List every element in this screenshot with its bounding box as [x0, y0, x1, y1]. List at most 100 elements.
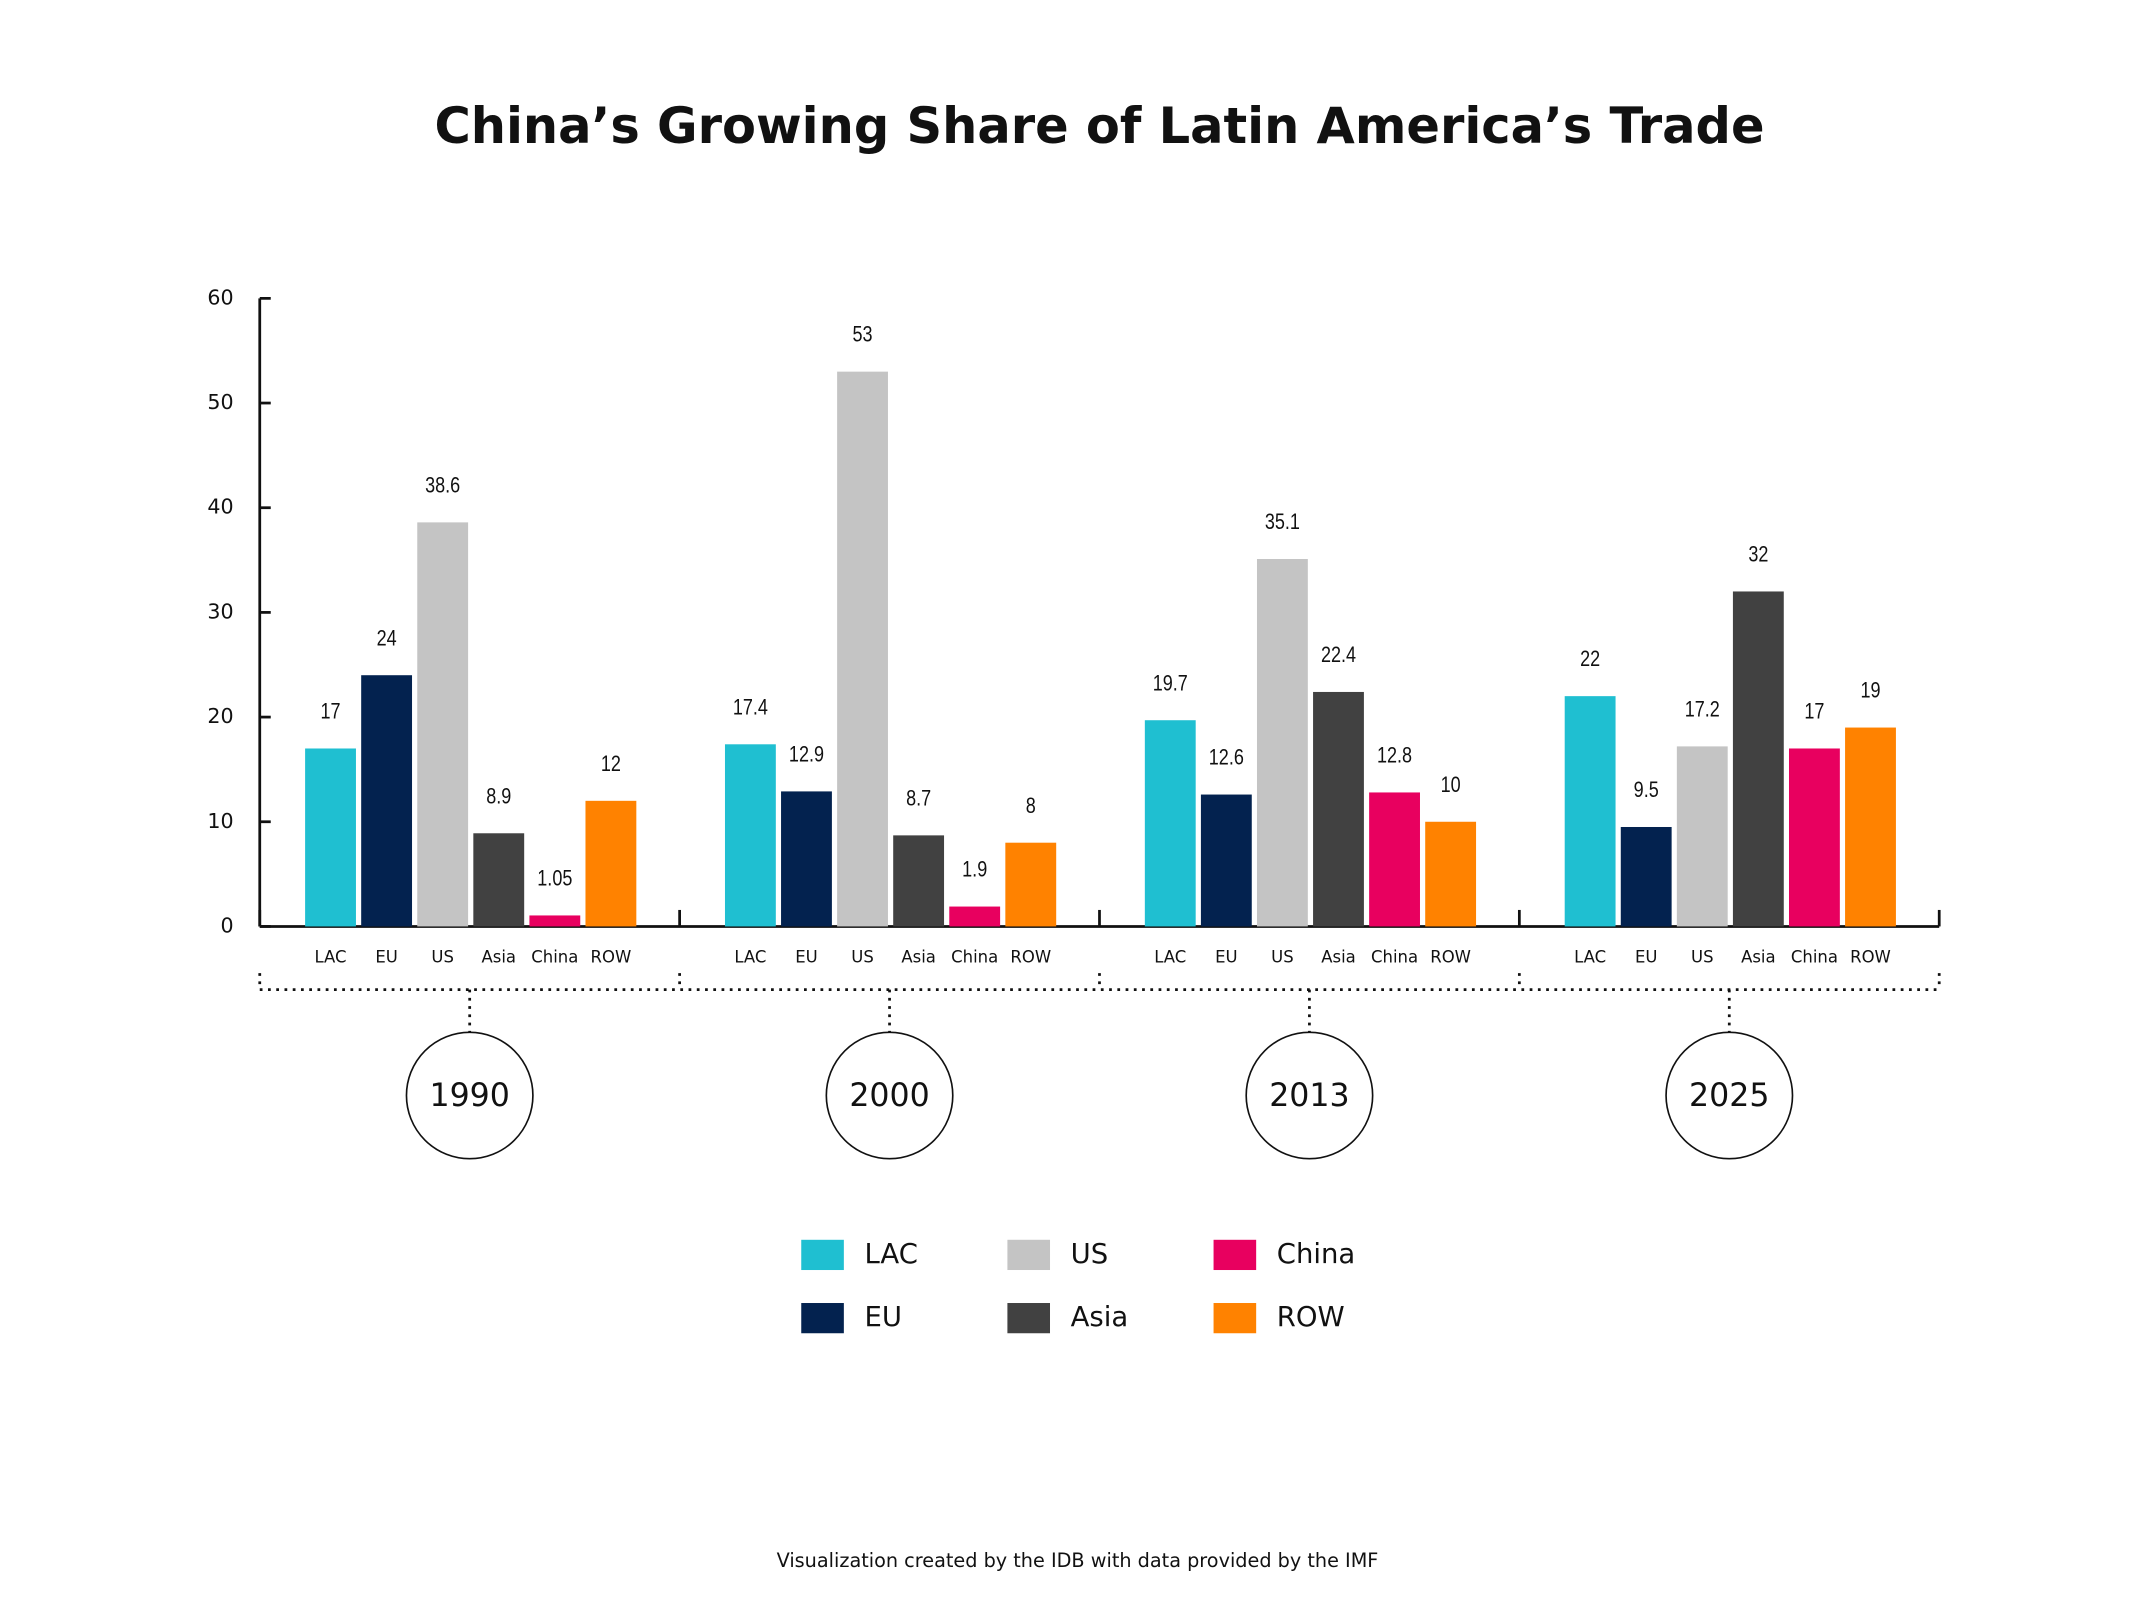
bar — [1200, 794, 1252, 927]
bar-category-label: US — [851, 948, 874, 967]
legend-swatch — [801, 1239, 844, 1271]
value-label: 10 — [1441, 773, 1461, 797]
value-label: 38.6 — [425, 474, 460, 498]
bar — [585, 800, 637, 927]
value-label: 22.4 — [1321, 643, 1356, 667]
bar-category-label: US — [1271, 948, 1294, 967]
bar-category-label: ROW — [1430, 948, 1471, 967]
bar-category-label: LAC — [315, 948, 347, 967]
y-tick-label: 50 — [207, 390, 233, 414]
year-circle — [405, 1031, 534, 1160]
bar-category-label: China — [951, 948, 998, 967]
legend-label: ROW — [1277, 1301, 1345, 1333]
bar — [1256, 559, 1308, 927]
y-tick-label: 0 — [221, 913, 234, 937]
value-label: 12.9 — [789, 743, 824, 767]
bar-category-label: ROW — [1010, 948, 1051, 967]
y-tick-label: 20 — [207, 704, 233, 728]
legend-label: US — [1071, 1238, 1109, 1270]
legend-swatch — [1213, 1303, 1257, 1334]
year-label: 2000 — [849, 1078, 929, 1114]
value-label: 8 — [1026, 794, 1036, 818]
chart-title: China’s Growing Share of Latin America’s… — [434, 97, 1764, 155]
bar — [1313, 691, 1364, 927]
value-label: 9.5 — [1634, 778, 1659, 802]
bar — [1425, 821, 1477, 927]
legend-label: Asia — [1071, 1301, 1129, 1333]
bar — [1788, 748, 1840, 927]
bar — [1676, 746, 1728, 927]
value-label: 53 — [853, 323, 873, 347]
bar — [893, 835, 945, 927]
bar-category-label: ROW — [591, 948, 632, 967]
value-label: 32 — [1748, 543, 1768, 567]
bar-category-label: US — [1691, 948, 1714, 967]
value-label: 17.4 — [733, 696, 768, 720]
year-label: 2025 — [1689, 1078, 1769, 1114]
year-circle — [1245, 1031, 1374, 1160]
value-label: 8.9 — [486, 785, 511, 809]
bar — [781, 791, 832, 927]
value-label: 24 — [377, 627, 397, 651]
bar — [473, 833, 525, 927]
bar — [305, 748, 356, 927]
value-label: 12 — [601, 752, 621, 776]
value-label: 17 — [321, 700, 341, 724]
bar — [837, 371, 888, 927]
legend-swatch — [1007, 1239, 1051, 1271]
bar — [1005, 842, 1057, 927]
value-label: 19.7 — [1153, 672, 1188, 696]
bar-category-label: US — [431, 948, 454, 967]
legend-swatch — [1007, 1303, 1051, 1334]
y-tick-label: 40 — [207, 495, 233, 519]
bar — [1144, 720, 1196, 927]
value-label: 1.05 — [537, 867, 572, 891]
year-label: 2013 — [1269, 1078, 1349, 1114]
bar-category-label: Asia — [901, 948, 936, 967]
value-label: 35.1 — [1265, 510, 1300, 534]
bar-category-label: Asia — [1741, 948, 1776, 967]
year-circle — [1665, 1031, 1794, 1160]
bar — [417, 522, 469, 927]
bar-category-label: Asia — [481, 948, 516, 967]
bar — [529, 915, 581, 927]
legend-swatch — [801, 1303, 844, 1334]
year-label: 1990 — [429, 1078, 509, 1114]
value-label: 12.8 — [1377, 744, 1412, 768]
legend-label: EU — [864, 1301, 901, 1333]
legend-label: China — [1277, 1238, 1355, 1270]
y-tick-label: 10 — [207, 809, 233, 833]
value-label: 1.9 — [962, 858, 987, 882]
legend-swatch — [1213, 1239, 1257, 1271]
value-label: 17 — [1804, 700, 1824, 724]
bar — [361, 675, 413, 927]
bar-category-label: Asia — [1321, 948, 1356, 967]
y-tick-label: 30 — [207, 599, 233, 623]
bar-category-label: ROW — [1850, 948, 1891, 967]
y-tick-label: 60 — [207, 285, 233, 309]
bar-category-label: China — [531, 948, 578, 967]
bar — [724, 744, 776, 927]
bar-category-label: China — [1371, 948, 1418, 967]
bar-category-label: EU — [795, 948, 817, 967]
bar-category-label: China — [1791, 948, 1838, 967]
bar-category-label: LAC — [734, 948, 766, 967]
bar — [1845, 727, 1896, 927]
value-label: 12.6 — [1209, 746, 1244, 770]
bar — [1564, 696, 1616, 927]
bar-category-label: EU — [1215, 948, 1237, 967]
footnote: Visualization created by the IDB with da… — [777, 1549, 1379, 1572]
bar-category-label: LAC — [1574, 948, 1606, 967]
bar — [1620, 826, 1672, 927]
year-circle — [825, 1031, 954, 1160]
bar — [949, 906, 1001, 927]
bar-category-label: LAC — [1154, 948, 1186, 967]
value-label: 17.2 — [1685, 698, 1720, 722]
legend-label: LAC — [864, 1238, 917, 1270]
value-label: 8.7 — [906, 787, 931, 811]
bar — [1732, 591, 1784, 927]
bar — [1369, 792, 1420, 927]
value-label: 22 — [1580, 648, 1600, 672]
